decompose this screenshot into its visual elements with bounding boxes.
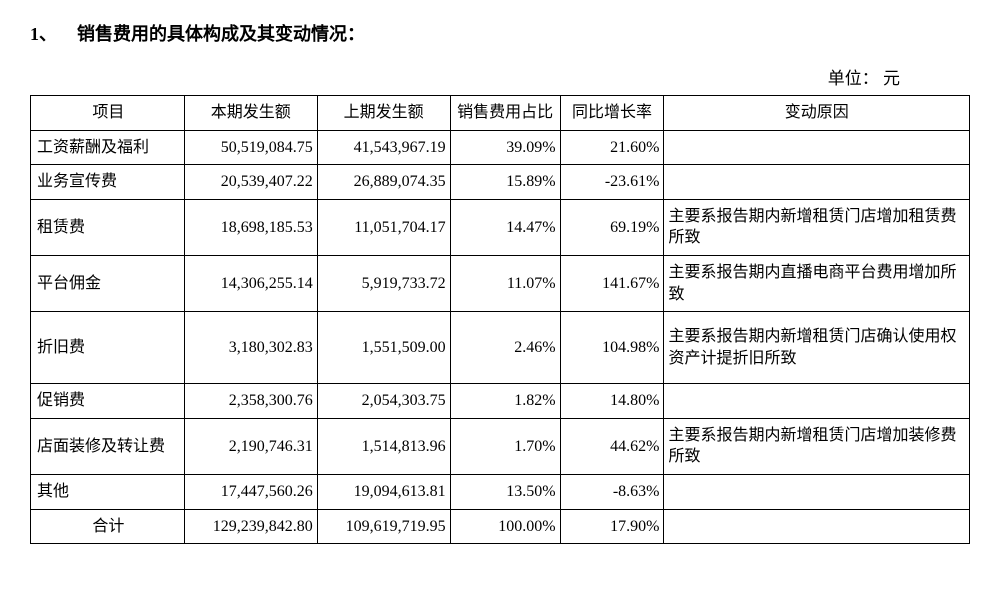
cell-reason xyxy=(664,165,970,200)
cell-reason: 主要系报告期内新增租赁门店增加装修费所致 xyxy=(664,418,970,474)
cell-previous: 26,889,074.35 xyxy=(317,165,450,200)
cell-item: 店面装修及转让费 xyxy=(31,418,185,474)
section-title: 1、 销售费用的具体构成及其变动情况： xyxy=(30,20,970,46)
cell-yoy: 17.90% xyxy=(560,509,664,544)
cell-item: 平台佣金 xyxy=(31,255,185,311)
cell-yoy: 14.80% xyxy=(560,384,664,419)
title-text: 销售费用的具体构成及其变动情况： xyxy=(77,24,365,44)
cell-current: 50,519,084.75 xyxy=(184,130,317,165)
cell-yoy: -8.63% xyxy=(560,474,664,509)
cell-pct: 2.46% xyxy=(450,312,560,384)
cell-current: 129,239,842.80 xyxy=(184,509,317,544)
cell-previous: 19,094,613.81 xyxy=(317,474,450,509)
cell-pct: 15.89% xyxy=(450,165,560,200)
cell-item: 合计 xyxy=(31,509,185,544)
cell-previous: 109,619,719.95 xyxy=(317,509,450,544)
cell-reason: 主要系报告期内新增租赁门店增加租赁费所致 xyxy=(664,199,970,255)
cell-reason xyxy=(664,474,970,509)
cell-reason xyxy=(664,130,970,165)
cell-previous: 11,051,704.17 xyxy=(317,199,450,255)
cell-reason xyxy=(664,384,970,419)
cell-previous: 2,054,303.75 xyxy=(317,384,450,419)
cell-current: 20,539,407.22 xyxy=(184,165,317,200)
header-pct: 销售费用占比 xyxy=(450,96,560,131)
cell-pct: 13.50% xyxy=(450,474,560,509)
cell-previous: 41,543,967.19 xyxy=(317,130,450,165)
cell-current: 18,698,185.53 xyxy=(184,199,317,255)
cell-current: 14,306,255.14 xyxy=(184,255,317,311)
cell-item: 租赁费 xyxy=(31,199,185,255)
cell-item: 其他 xyxy=(31,474,185,509)
cell-item: 促销费 xyxy=(31,384,185,419)
cell-yoy: 44.62% xyxy=(560,418,664,474)
cell-pct: 11.07% xyxy=(450,255,560,311)
cell-yoy: 69.19% xyxy=(560,199,664,255)
header-reason: 变动原因 xyxy=(664,96,970,131)
cell-pct: 1.82% xyxy=(450,384,560,419)
cell-previous: 1,551,509.00 xyxy=(317,312,450,384)
header-item: 项目 xyxy=(31,96,185,131)
cell-reason: 主要系报告期内直播电商平台费用增加所致 xyxy=(664,255,970,311)
cell-current: 2,190,746.31 xyxy=(184,418,317,474)
cell-yoy: -23.61% xyxy=(560,165,664,200)
table-header-row: 项目 本期发生额 上期发生额 销售费用占比 同比增长率 变动原因 xyxy=(31,96,970,131)
table-row: 店面装修及转让费2,190,746.311,514,813.961.70%44.… xyxy=(31,418,970,474)
cell-pct: 100.00% xyxy=(450,509,560,544)
cell-yoy: 141.67% xyxy=(560,255,664,311)
cell-current: 17,447,560.26 xyxy=(184,474,317,509)
cell-current: 2,358,300.76 xyxy=(184,384,317,419)
table-sum-row: 合计129,239,842.80109,619,719.95100.00%17.… xyxy=(31,509,970,544)
cell-pct: 14.47% xyxy=(450,199,560,255)
table-row: 工资薪酬及福利50,519,084.7541,543,967.1939.09%2… xyxy=(31,130,970,165)
header-yoy: 同比增长率 xyxy=(560,96,664,131)
header-current: 本期发生额 xyxy=(184,96,317,131)
table-row: 折旧费3,180,302.831,551,509.002.46%104.98%主… xyxy=(31,312,970,384)
sales-expense-table: 项目 本期发生额 上期发生额 销售费用占比 同比增长率 变动原因 工资薪酬及福利… xyxy=(30,95,970,544)
table-row: 平台佣金14,306,255.145,919,733.7211.07%141.6… xyxy=(31,255,970,311)
title-number: 1、 xyxy=(30,20,57,46)
cell-reason: 主要系报告期内新增租赁门店确认使用权资产计提折旧所致 xyxy=(664,312,970,384)
cell-previous: 5,919,733.72 xyxy=(317,255,450,311)
cell-item: 折旧费 xyxy=(31,312,185,384)
header-previous: 上期发生额 xyxy=(317,96,450,131)
table-row: 促销费2,358,300.762,054,303.751.82%14.80% xyxy=(31,384,970,419)
cell-pct: 1.70% xyxy=(450,418,560,474)
cell-item: 业务宣传费 xyxy=(31,165,185,200)
cell-item: 工资薪酬及福利 xyxy=(31,130,185,165)
cell-reason xyxy=(664,509,970,544)
table-row: 租赁费18,698,185.5311,051,704.1714.47%69.19… xyxy=(31,199,970,255)
unit-label: 单位： 元 xyxy=(30,64,970,89)
cell-pct: 39.09% xyxy=(450,130,560,165)
table-row: 其他17,447,560.2619,094,613.8113.50%-8.63% xyxy=(31,474,970,509)
cell-yoy: 104.98% xyxy=(560,312,664,384)
cell-previous: 1,514,813.96 xyxy=(317,418,450,474)
cell-current: 3,180,302.83 xyxy=(184,312,317,384)
table-row: 业务宣传费20,539,407.2226,889,074.3515.89%-23… xyxy=(31,165,970,200)
cell-yoy: 21.60% xyxy=(560,130,664,165)
